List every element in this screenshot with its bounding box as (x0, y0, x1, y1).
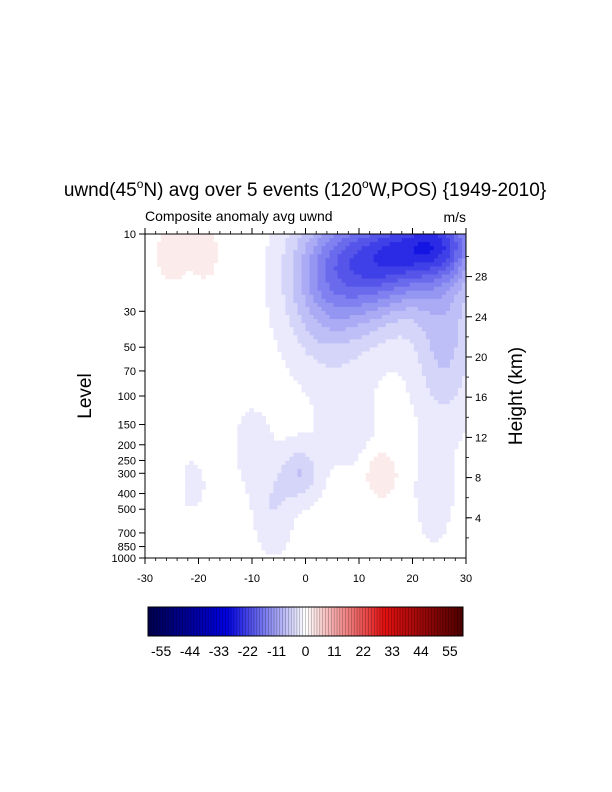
y2-tick-label: 20 (475, 352, 487, 364)
y-tick-label: 250 (118, 455, 136, 467)
y-tick-label: 200 (118, 440, 136, 452)
y-tick-label: 150 (118, 420, 136, 432)
y2-tick-label: 24 (475, 312, 487, 324)
y-tick-label: 50 (124, 342, 136, 354)
x-tick-label: 20 (406, 573, 418, 585)
y-tick-label: 1000 (112, 553, 136, 565)
colorbar-label: -22 (238, 643, 258, 659)
y-axis-label: Level (75, 373, 96, 418)
colorbar-label: 33 (384, 643, 400, 659)
y-tick-label: 500 (118, 504, 136, 516)
colorbar-label: -44 (180, 643, 200, 659)
units-label: m/s (443, 209, 466, 225)
x-tick-label: 30 (460, 573, 472, 585)
chart-title: uwnd(45oN) avg over 5 events (120oW,POS)… (64, 177, 546, 201)
y-tick-label: 30 (124, 306, 136, 318)
y-tick-label: 700 (118, 528, 136, 540)
x-tick-label: 0 (302, 573, 308, 585)
x-axis: -30 -20 -10 0 10 20 30 (137, 228, 472, 585)
x-tick-label: 10 (353, 573, 365, 585)
title-part-1: uwnd(45 (64, 180, 137, 201)
colorbar-label: -33 (209, 643, 229, 659)
y-tick-label: 300 (118, 468, 136, 480)
colorbar-labels: -55 -44 -33 -22 -11 0 11 22 33 44 55 (151, 643, 458, 659)
y2-tick-label: 16 (475, 392, 487, 404)
title-part-2: N) avg over 5 events (120 (143, 180, 362, 201)
y-axis-right: 4 8 12 16 20 24 28 (466, 256, 487, 539)
y2-tick-label: 28 (475, 272, 487, 284)
y-tick-label: 850 (118, 542, 136, 554)
colorbar-frame (147, 606, 464, 637)
y-tick-label: 70 (124, 366, 136, 378)
x-tick-label: -20 (191, 573, 207, 585)
y2-tick-label: 12 (475, 432, 487, 444)
colorbar-label: 44 (413, 643, 429, 659)
y-tick-label: 100 (118, 391, 136, 403)
chart-subtitle: Composite anomaly avg uwnd (145, 208, 333, 224)
colorbar-label: 0 (302, 643, 310, 659)
colorbar-label: -55 (151, 643, 171, 659)
title-sup-1: o (137, 177, 144, 191)
colorbar-label: 55 (442, 643, 458, 659)
colorbar-boxes (150, 607, 461, 636)
x-tick-label: -10 (244, 573, 260, 585)
colorbar-label: -11 (267, 643, 286, 659)
colorbar-label: 22 (355, 643, 371, 659)
colorbar-label: 11 (327, 643, 342, 659)
y-tick-label: 10 (124, 229, 136, 241)
y2-axis-label: Height (km) (506, 347, 527, 445)
heatmap-field (157, 234, 466, 555)
y2-tick-label: 8 (475, 473, 481, 485)
y2-tick-label: 4 (475, 513, 481, 525)
x-tick-label: -30 (137, 573, 153, 585)
title-part-3: W,POS) {1949-2010} (369, 180, 546, 201)
title-sup-2: o (362, 177, 369, 191)
y-tick-label: 400 (118, 489, 136, 501)
